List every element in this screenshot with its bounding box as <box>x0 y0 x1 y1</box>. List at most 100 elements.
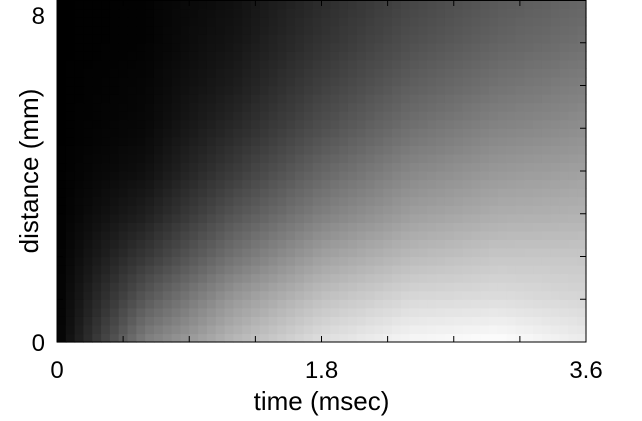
heatmap-cell <box>286 265 296 275</box>
heatmap-cell <box>427 34 437 44</box>
heatmap-cell <box>277 179 287 189</box>
heatmap-cell <box>189 17 199 27</box>
heatmap-cell <box>233 213 243 223</box>
heatmap-cell <box>444 299 455 309</box>
heatmap-cell <box>427 136 437 146</box>
heatmap-cell <box>127 94 137 104</box>
heatmap-cell <box>277 136 287 146</box>
heatmap-cell <box>171 273 182 283</box>
heatmap-cell <box>92 8 102 18</box>
heatmap-cell <box>83 324 93 335</box>
heatmap-cell <box>347 239 358 249</box>
heatmap-cell <box>233 239 243 249</box>
heatmap-cell <box>497 333 508 343</box>
heatmap-cell <box>330 282 340 292</box>
heatmap-cell <box>400 0 411 10</box>
heatmap-cell <box>303 153 314 164</box>
heatmap-cell <box>471 333 481 343</box>
heatmap-cell <box>356 333 367 343</box>
heatmap-cell <box>444 188 455 198</box>
heatmap-cell <box>436 145 446 155</box>
heatmap-cell <box>74 17 85 27</box>
heatmap-cell <box>109 324 120 335</box>
heatmap-cell <box>74 213 85 223</box>
heatmap-cell <box>65 68 76 78</box>
heatmap-cell <box>57 119 67 129</box>
heatmap-cell <box>383 42 393 52</box>
heatmap-cell <box>268 273 279 283</box>
heatmap-cell <box>524 76 534 87</box>
heatmap-cell <box>559 162 569 172</box>
heatmap-cell <box>153 213 164 223</box>
heatmap-cell <box>145 153 155 164</box>
heatmap-cell <box>383 102 393 112</box>
heatmap-cell <box>444 102 455 112</box>
heatmap-cell <box>215 188 226 198</box>
heatmap-cell <box>127 324 137 335</box>
heatmap-cell <box>347 333 358 343</box>
heatmap-cell <box>462 316 472 326</box>
heatmap-cell <box>550 247 561 258</box>
heatmap-cell <box>83 111 93 121</box>
heatmap-cell <box>374 59 384 69</box>
heatmap-cell <box>568 307 578 317</box>
heatmap-cell <box>233 256 243 266</box>
heatmap-cell <box>533 0 543 10</box>
heatmap-cell <box>277 205 287 215</box>
heatmap-cell <box>259 273 270 283</box>
heatmap-cell <box>109 265 120 275</box>
heatmap-cell <box>92 76 102 87</box>
heatmap-cell <box>162 256 173 266</box>
heatmap-cell <box>145 205 155 215</box>
heatmap-cell <box>497 119 508 129</box>
heatmap-cell <box>198 68 208 78</box>
heatmap-cell <box>321 162 331 172</box>
heatmap-cell <box>330 136 340 146</box>
heatmap-cell <box>250 145 261 155</box>
heatmap-cell <box>83 25 93 35</box>
heatmap-cell <box>303 265 314 275</box>
heatmap-cell <box>453 153 464 164</box>
heatmap-cell <box>392 333 402 343</box>
heatmap-cell <box>198 76 208 87</box>
heatmap-cell <box>356 247 367 258</box>
heatmap-cell <box>92 273 102 283</box>
heatmap-cell <box>524 205 534 215</box>
heatmap-cell <box>497 0 508 10</box>
heatmap-cell <box>109 222 120 232</box>
heatmap-cell <box>268 282 279 292</box>
heatmap-cell <box>145 324 155 335</box>
heatmap-cell <box>383 222 393 232</box>
heatmap-cell <box>436 136 446 146</box>
heatmap-cell <box>224 59 234 69</box>
heatmap-cell <box>541 273 552 283</box>
heatmap-cell <box>233 42 243 52</box>
heatmap-cell <box>489 145 499 155</box>
heatmap-cell <box>303 17 314 27</box>
heatmap-cell <box>568 8 578 18</box>
heatmap-cell <box>489 128 499 138</box>
heatmap-cell <box>206 256 217 266</box>
heatmap-cell <box>427 230 437 240</box>
heatmap-cell <box>541 196 552 206</box>
heatmap-cell <box>171 59 182 69</box>
heatmap-cell <box>453 247 464 258</box>
heatmap-cell <box>65 25 76 35</box>
heatmap-cell <box>233 128 243 138</box>
heatmap-cell <box>145 282 155 292</box>
heatmap-cell <box>242 307 252 317</box>
heatmap-cell <box>198 8 208 18</box>
heatmap-cell <box>312 307 323 317</box>
heatmap-cell <box>533 282 543 292</box>
x-axis-label: time (msec) <box>254 386 390 416</box>
heatmap-cell <box>330 265 340 275</box>
heatmap-cell <box>453 34 464 44</box>
heatmap-cell <box>489 34 499 44</box>
heatmap-cell <box>171 119 182 129</box>
heatmap-cell <box>506 307 517 317</box>
heatmap-cell <box>312 0 323 10</box>
heatmap-cell <box>392 171 402 181</box>
heatmap-cell <box>127 153 137 164</box>
heatmap-cell <box>321 34 331 44</box>
